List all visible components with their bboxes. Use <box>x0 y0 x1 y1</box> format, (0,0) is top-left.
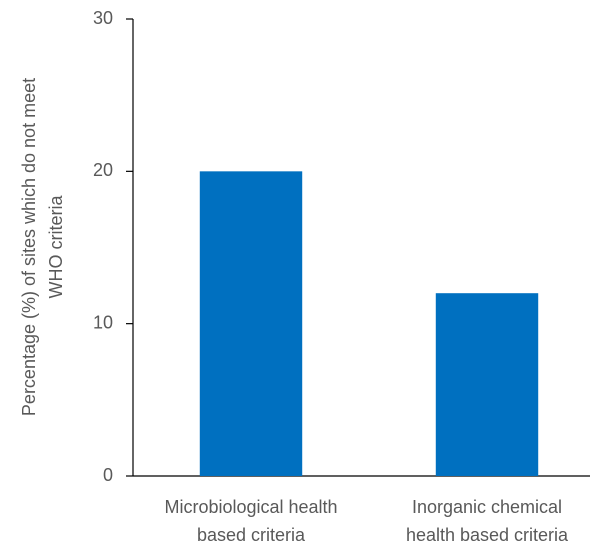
y-axis-title: Percentage (%) of sites which do not mee… <box>19 78 66 416</box>
x-tick-label: Inorganic chemical <box>412 497 562 517</box>
x-tick-label: Microbiological health <box>164 497 337 517</box>
y-tick-label: 10 <box>93 312 113 332</box>
y-axis-title-line: Percentage (%) of sites which do not mee… <box>19 78 39 416</box>
x-tick-label: based criteria <box>197 525 306 545</box>
y-tick-label: 20 <box>93 160 113 180</box>
y-axis-title-line: WHO criteria <box>46 195 66 299</box>
y-tick-label: 30 <box>93 8 113 28</box>
x-tick-label: health based criteria <box>406 525 569 545</box>
y-tick-label: 0 <box>103 465 113 485</box>
bar <box>199 171 303 477</box>
bar <box>435 293 539 476</box>
